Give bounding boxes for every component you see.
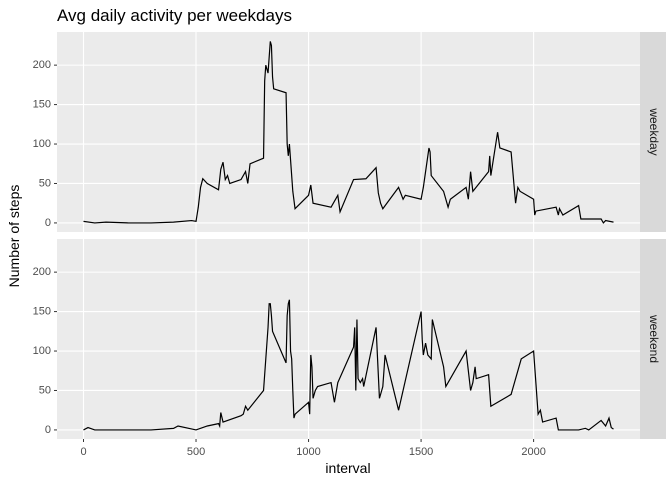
y-tick-label: 200 — [33, 59, 51, 71]
y-tick-label: 200 — [33, 266, 51, 278]
y-tick-label: 0 — [45, 424, 51, 436]
y-tick-label: 0 — [45, 217, 51, 229]
y-tick-label: 100 — [33, 138, 51, 150]
line — [83, 299, 614, 431]
y-tick-label: 100 — [33, 345, 51, 357]
y-tick-label: 150 — [33, 98, 51, 110]
strip-label: weekend — [647, 314, 661, 363]
strip-label: weekday — [647, 107, 661, 155]
x-tick-label: 500 — [187, 446, 205, 458]
strip-background — [640, 32, 666, 232]
y-axis-title: Number of steps — [6, 185, 22, 288]
line — [83, 41, 614, 224]
x-axis-title: interval — [325, 460, 370, 476]
x-tick-label: 2000 — [521, 446, 545, 458]
panel-background — [57, 32, 640, 232]
panel-background — [57, 239, 640, 439]
y-tick-label: 50 — [39, 384, 51, 396]
y-tick-label: 50 — [39, 177, 51, 189]
x-tick-label: 0 — [80, 446, 86, 458]
strip-background — [640, 239, 666, 439]
x-tick-label: 1000 — [296, 446, 320, 458]
y-tick-label: 150 — [33, 305, 51, 317]
x-tick-label: 1500 — [409, 446, 433, 458]
chart-title: Avg daily activity per weekdays — [57, 6, 292, 25]
